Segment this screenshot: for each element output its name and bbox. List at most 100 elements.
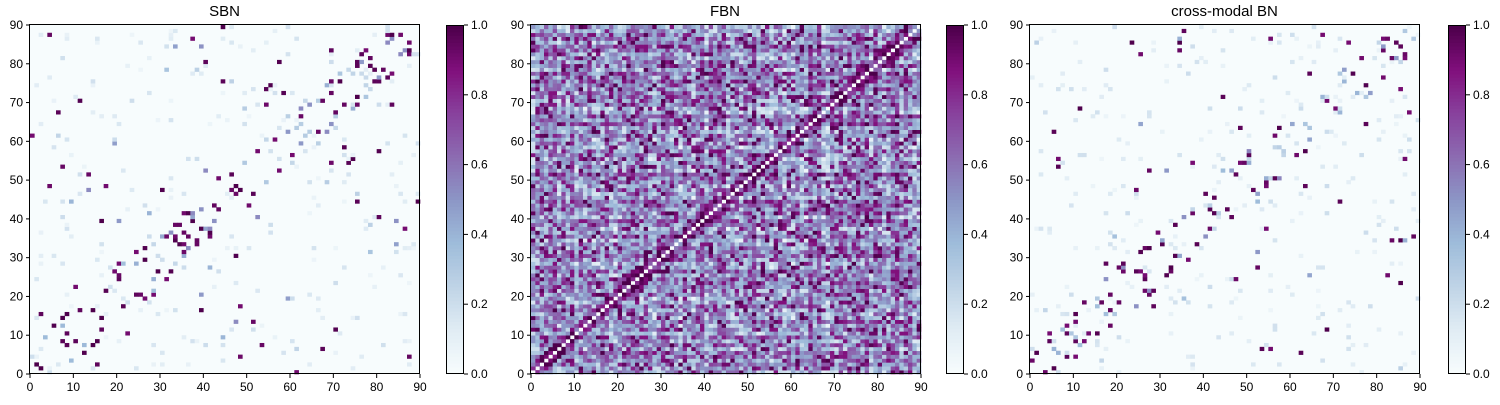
heatmap-cell [596, 343, 601, 347]
heatmap-cell [860, 293, 865, 297]
heatmap-cell [908, 258, 913, 262]
heatmap-cell [904, 265, 909, 269]
heatmap-cell [743, 203, 748, 207]
heatmap-cell [882, 254, 887, 258]
heatmap-cell [839, 277, 844, 281]
heatmap-cell [229, 327, 234, 331]
heatmap-cell [579, 335, 584, 339]
heatmap-cell [709, 347, 714, 351]
heatmap-cell [644, 215, 649, 219]
heatmap-cell [596, 246, 601, 250]
heatmap-cell [869, 339, 874, 343]
heatmap-cell [722, 285, 727, 289]
heatmap-cell [398, 52, 403, 56]
heatmap-cell [579, 238, 584, 242]
heatmap-cell [618, 320, 623, 324]
heatmap-cell [769, 231, 774, 235]
heatmap-cell [657, 277, 662, 281]
heatmap-cell [769, 327, 774, 331]
heatmap-cell [548, 188, 553, 192]
heatmap-cell [696, 289, 701, 293]
heatmap-cell [390, 103, 395, 107]
heatmap-cell [687, 188, 692, 192]
heatmap-cell [791, 343, 796, 347]
heatmap-cell [544, 296, 549, 300]
heatmap-cell [600, 215, 605, 219]
heatmap-cell [596, 308, 601, 312]
heatmap-cell [583, 184, 588, 188]
heatmap-cell [787, 184, 792, 188]
heatmap-cell [622, 192, 627, 196]
heatmap-cell [674, 293, 679, 297]
heatmap-cell [700, 343, 705, 347]
heatmap-cell [795, 281, 800, 285]
heatmap-cell [531, 219, 536, 223]
heatmap-cell [847, 316, 852, 320]
y-tick-label: 10 [10, 328, 24, 342]
heatmap-cell [704, 324, 709, 328]
heatmap-cell [717, 262, 722, 266]
heatmap-cell [886, 316, 891, 320]
heatmap-cell [596, 231, 601, 235]
heatmap-cell [652, 304, 657, 308]
heatmap-cell [739, 254, 744, 258]
heatmap-cell [722, 327, 727, 331]
heatmap-cell [726, 366, 731, 370]
heatmap-cell [683, 285, 688, 289]
heatmap-cell [834, 327, 839, 331]
heatmap-cell [869, 285, 874, 289]
heatmap-cell [678, 207, 683, 211]
heatmap-cell [709, 300, 714, 304]
heatmap-cell [648, 362, 653, 366]
heatmap-cell [95, 41, 100, 45]
heatmap-cell [821, 296, 826, 300]
heatmap-cell [761, 250, 766, 254]
heatmap-cell [566, 355, 571, 359]
heatmap-cell [752, 285, 757, 289]
heatmap-cell [700, 238, 705, 242]
heatmap-cell [657, 227, 662, 231]
heatmap-cell [553, 231, 558, 235]
heatmap-cell [626, 207, 631, 211]
heatmap-cell [644, 188, 649, 192]
heatmap-cell [544, 312, 549, 316]
heatmap-cell [648, 231, 653, 235]
heatmap-cell [817, 296, 822, 300]
heatmap-cell [407, 48, 412, 52]
heatmap-cell [843, 188, 848, 192]
heatmap-cell [221, 79, 226, 83]
heatmap-cell [899, 358, 904, 362]
heatmap-cell [722, 258, 727, 262]
heatmap-cell [281, 118, 286, 122]
heatmap-cell [657, 207, 662, 211]
heatmap-cell [670, 273, 675, 277]
heatmap-cell [869, 192, 874, 196]
heatmap-cell [899, 254, 904, 258]
heatmap-cell [665, 223, 670, 227]
heatmap-cell [570, 269, 575, 273]
heatmap-cell [752, 327, 757, 331]
heatmap-cell [717, 269, 722, 273]
heatmap-cell [548, 273, 553, 277]
heatmap-cell [99, 242, 104, 246]
heatmap-cell [860, 327, 865, 331]
heatmap-cell [657, 312, 662, 316]
heatmap-cell [821, 331, 826, 335]
heatmap-cell [665, 246, 670, 250]
heatmap-cell [813, 196, 818, 200]
heatmap-cell [847, 219, 852, 223]
heatmap-cell [713, 335, 718, 339]
heatmap-cell [600, 231, 605, 235]
heatmap-cell [687, 308, 692, 312]
heatmap-cell [795, 242, 800, 246]
heatmap-cell [631, 200, 636, 204]
heatmap-cell [678, 308, 683, 312]
heatmap-cell [644, 262, 649, 266]
heatmap-cell [622, 215, 627, 219]
heatmap-cell [579, 254, 584, 258]
heatmap-cell [886, 327, 891, 331]
heatmap-cell [843, 207, 848, 211]
heatmap-cell [618, 331, 623, 335]
heatmap-cell [557, 355, 562, 359]
heatmap-cell [834, 242, 839, 246]
